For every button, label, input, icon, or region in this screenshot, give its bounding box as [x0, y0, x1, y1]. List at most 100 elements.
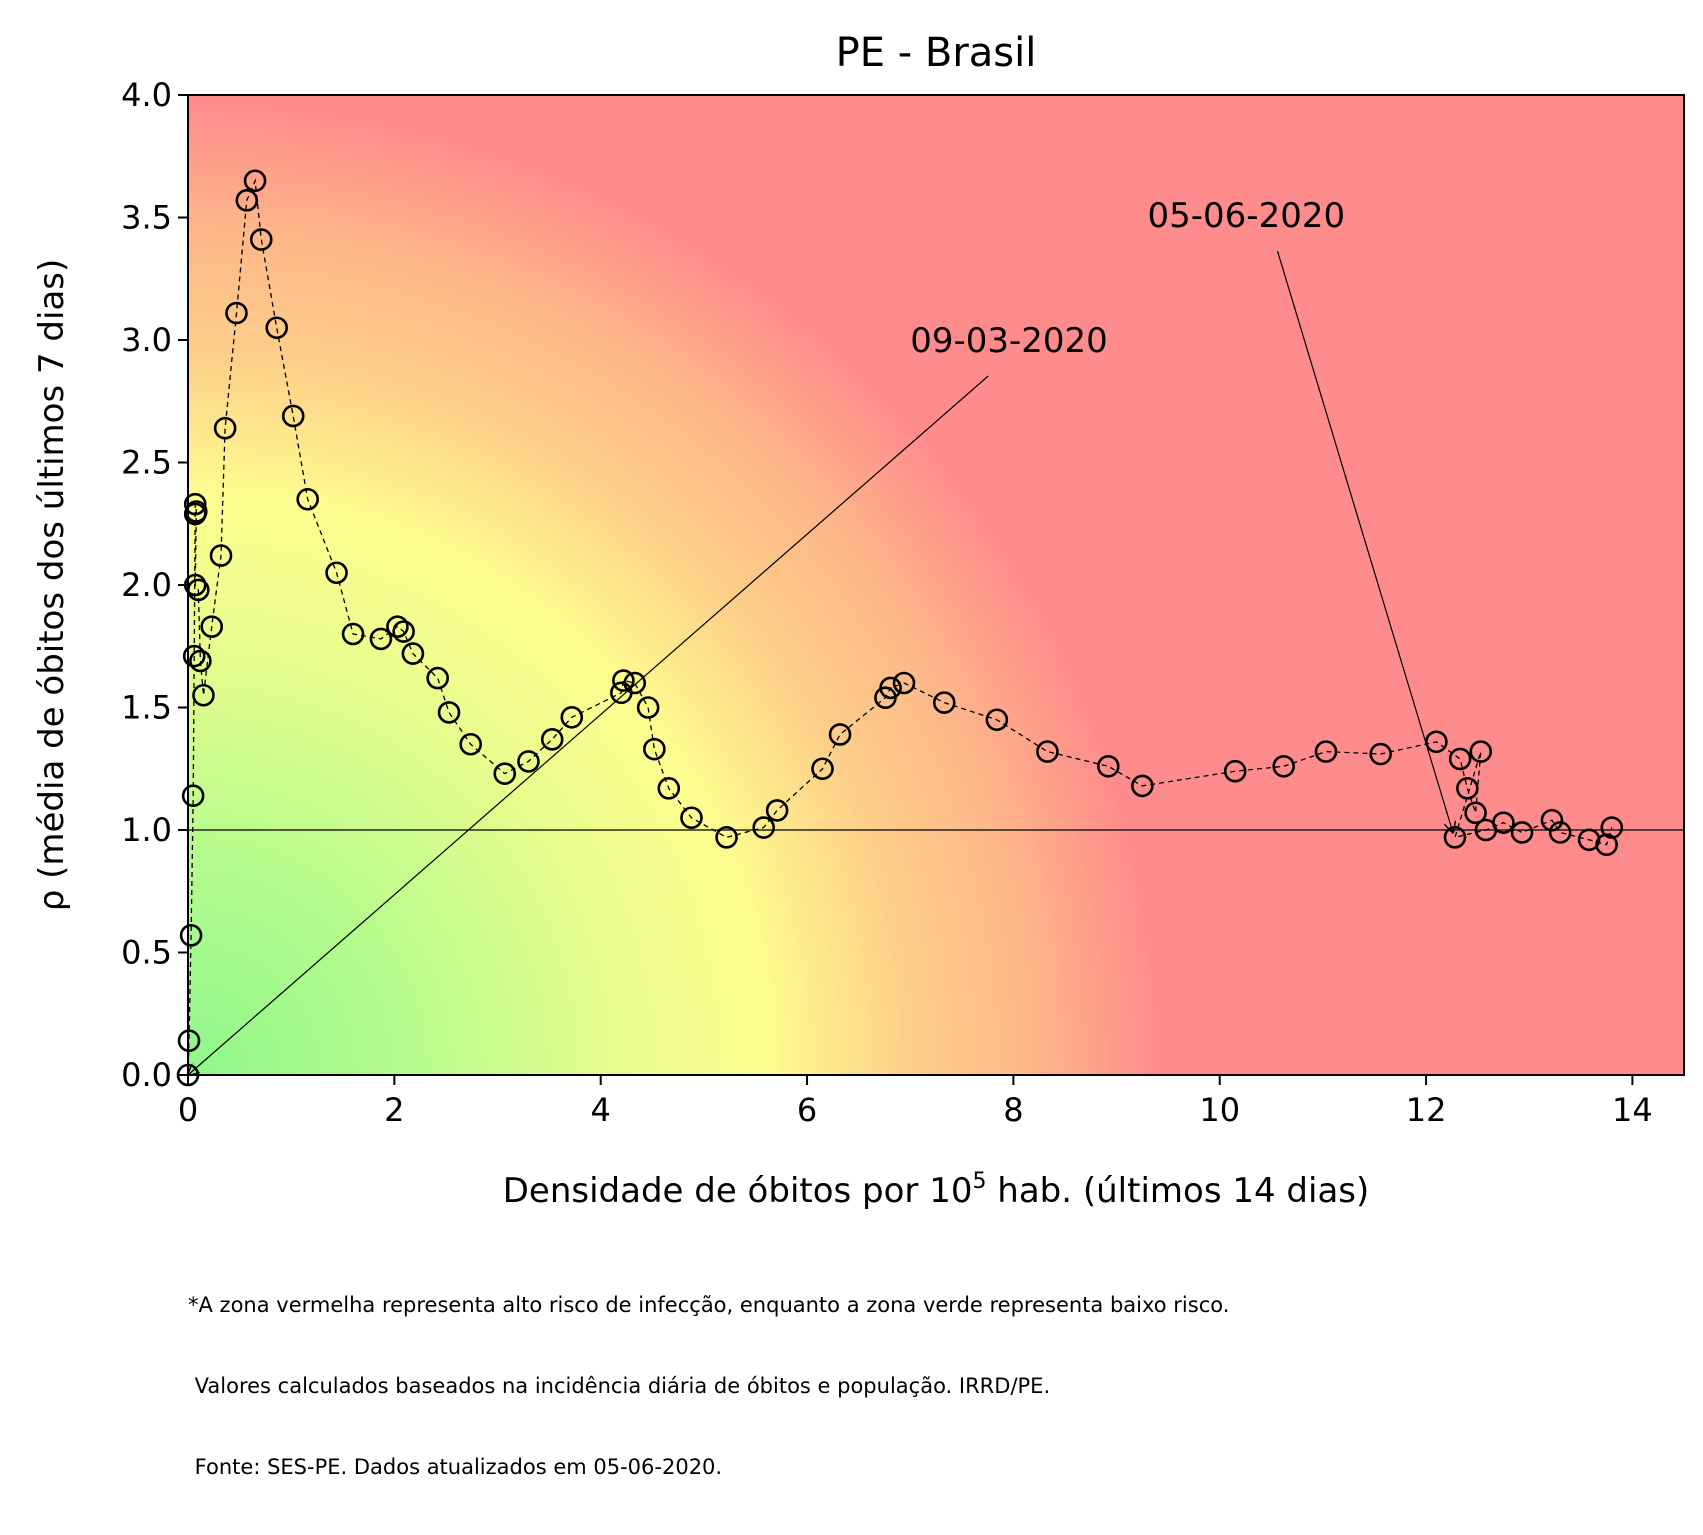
y-tick-label: 0.0	[121, 1056, 172, 1094]
data-point	[1469, 740, 1493, 763]
data-point	[1548, 821, 1572, 844]
y-tick-label: 0.5	[121, 934, 172, 972]
data-point	[213, 416, 237, 440]
annotation-label: 09-03-2020	[910, 321, 1108, 361]
x-tick-label: 2	[384, 1091, 404, 1129]
data-point	[892, 671, 916, 695]
data-point	[540, 728, 564, 751]
x-tick-label: 12	[1406, 1091, 1447, 1129]
data-point	[426, 666, 449, 690]
data-point	[1425, 730, 1448, 754]
y-tick-label: 4.0	[121, 76, 172, 114]
data-point	[1540, 808, 1564, 832]
data-point	[560, 705, 584, 729]
x-axis-label-main: Densidade de óbitos por 10	[503, 1171, 973, 1211]
x-tick-label: 14	[1612, 1091, 1653, 1129]
series-connector-line	[187, 178, 1613, 1076]
plot-layer: 09-03-2020 05-06-2020	[176, 169, 1684, 1087]
y-tick-label: 3.0	[121, 321, 172, 359]
annotation-label: 05-06-2020	[1148, 196, 1346, 236]
data-point	[437, 701, 461, 724]
x-axis-label-sup: 5	[972, 1169, 986, 1194]
risk-zone-background	[188, 95, 1684, 1075]
data-point	[828, 723, 852, 746]
data-point	[612, 669, 635, 692]
data-point	[985, 708, 1009, 732]
data-point	[493, 762, 517, 785]
data-point	[1464, 801, 1487, 825]
y-tick-label: 1.0	[121, 811, 172, 849]
annotation-arrow	[188, 375, 989, 1075]
data-point	[189, 649, 212, 673]
chart-container: PE - Brasil 09-03-2020 05-06-2020 0 2 4 6 8 10…	[32, 30, 1685, 1479]
data-point	[341, 622, 365, 646]
x-tick-label: 6	[797, 1091, 817, 1129]
data-point	[879, 676, 902, 700]
data-point	[179, 924, 203, 947]
data-point	[1456, 777, 1479, 800]
y-axis-label: ρ (média de óbitos dos últimos 7 dias)	[32, 259, 72, 912]
data-point	[1369, 742, 1392, 766]
x-tick-label: 10	[1199, 1091, 1240, 1129]
footnote-line-2: Valores calculados baseados na incidênci…	[188, 1374, 1051, 1398]
data-point	[657, 777, 681, 800]
data-point	[765, 799, 789, 822]
x-tick-label: 0	[178, 1091, 198, 1129]
data-point	[1600, 816, 1624, 839]
data-point	[296, 487, 319, 511]
data-point	[243, 169, 267, 193]
data-point	[200, 615, 224, 638]
data-point	[265, 316, 289, 340]
data-point	[209, 544, 233, 567]
data-point	[1096, 754, 1120, 778]
data-point	[643, 737, 666, 761]
data-point	[1036, 740, 1059, 763]
data-point	[192, 683, 215, 707]
x-axis-label: Densidade de óbitos por 105 hab. (último…	[503, 1169, 1370, 1211]
data-point	[715, 826, 738, 849]
axes-layer: 0 2 4 6 8 10 12 14 0.0 0.5 1.0 1.5 2.0 2.5 3.0 3.5 4.0	[121, 76, 1653, 1129]
data-point	[1272, 754, 1295, 778]
data-point	[225, 301, 248, 325]
data-point	[752, 816, 776, 839]
data-point	[181, 784, 205, 808]
data-point	[1314, 740, 1338, 763]
data-point	[369, 627, 393, 651]
data-point	[1448, 747, 1472, 771]
data-point	[184, 500, 208, 523]
data-point	[1510, 821, 1534, 844]
data-point	[235, 189, 259, 212]
footnote-line-3: Fonte: SES-PE. Dados atualizados em 05-0…	[188, 1455, 723, 1479]
data-point	[459, 732, 482, 756]
data-point	[183, 492, 207, 516]
data-point	[1131, 774, 1154, 798]
data-point	[623, 671, 647, 695]
x-axis-label-tail: hab. (últimos 14 dias)	[986, 1171, 1369, 1211]
data-point	[249, 228, 273, 251]
data-point	[177, 1029, 201, 1052]
data-point	[392, 620, 415, 643]
data-point	[517, 750, 540, 773]
annotation-arrow	[1276, 250, 1453, 832]
data-point	[811, 757, 834, 781]
data-point	[182, 644, 206, 668]
y-tick-label: 2.0	[121, 566, 172, 604]
data-point	[1492, 811, 1515, 834]
footnote-line-1: *A zona vermelha representa alto risco d…	[188, 1293, 1230, 1317]
y-tick-label: 1.5	[121, 689, 172, 727]
data-point	[386, 615, 409, 638]
x-tick-label: 4	[591, 1091, 611, 1129]
data-point	[932, 691, 956, 714]
x-tick-label: 8	[1003, 1091, 1023, 1129]
footnote: *A zona vermelha representa alto risco d…	[188, 1238, 1229, 1535]
risk-scatter-chart: PE - Brasil 09-03-2020 05-06-2020 0 2 4 6 8 10…	[32, 30, 1685, 1211]
data-point	[281, 404, 305, 428]
chart-title: PE - Brasil	[836, 30, 1037, 76]
y-tick-label: 3.5	[121, 199, 172, 237]
data-point	[636, 696, 660, 719]
y-tick-label: 2.5	[121, 444, 172, 482]
plot-frame	[187, 94, 1685, 1076]
data-point	[401, 642, 425, 665]
data-point	[325, 561, 348, 585]
data-point	[680, 806, 703, 830]
